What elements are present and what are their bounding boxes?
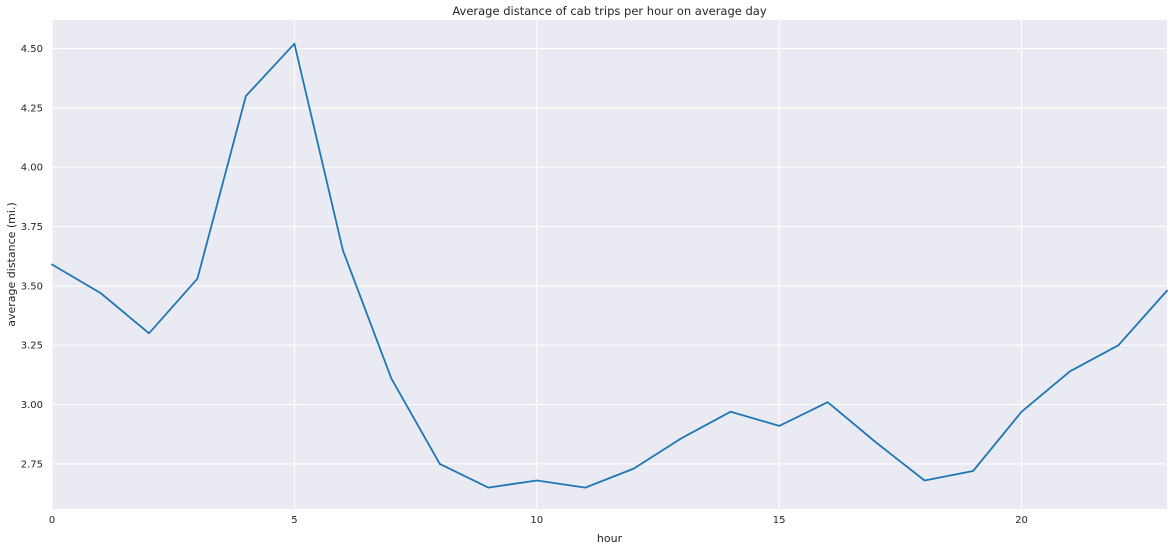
y-tick-label: 3.00 [21,400,43,411]
x-tick-label: 0 [49,515,55,526]
grid-lines [51,20,1167,509]
x-tick-label: 20 [1015,515,1028,526]
x-tick-labels: 0 5 10 15 20 [49,515,1028,526]
y-tick-label: 3.75 [21,222,43,233]
y-axis-title: average distance (mi.) [5,202,18,327]
chart-title: Average distance of cab trips per hour o… [452,4,767,18]
x-axis-title: hour [597,532,623,545]
series-layer [51,42,1168,489]
y-tick-label: 3.25 [21,341,43,352]
y-tick-label: 4.00 [21,163,43,174]
x-tick-label: 15 [773,515,786,526]
series-line [51,42,1168,489]
y-tick-label: 4.50 [21,44,43,55]
y-tick-label: 3.50 [21,281,43,292]
y-tick-label: 4.25 [21,103,43,114]
y-tick-label: 2.75 [21,459,43,470]
plot-background [52,20,1167,509]
y-tick-labels: 2.75 3.00 3.25 3.50 3.75 4.00 4.25 4.50 [21,44,43,470]
x-tick-label: 10 [530,515,543,526]
x-tick-label: 5 [291,515,297,526]
